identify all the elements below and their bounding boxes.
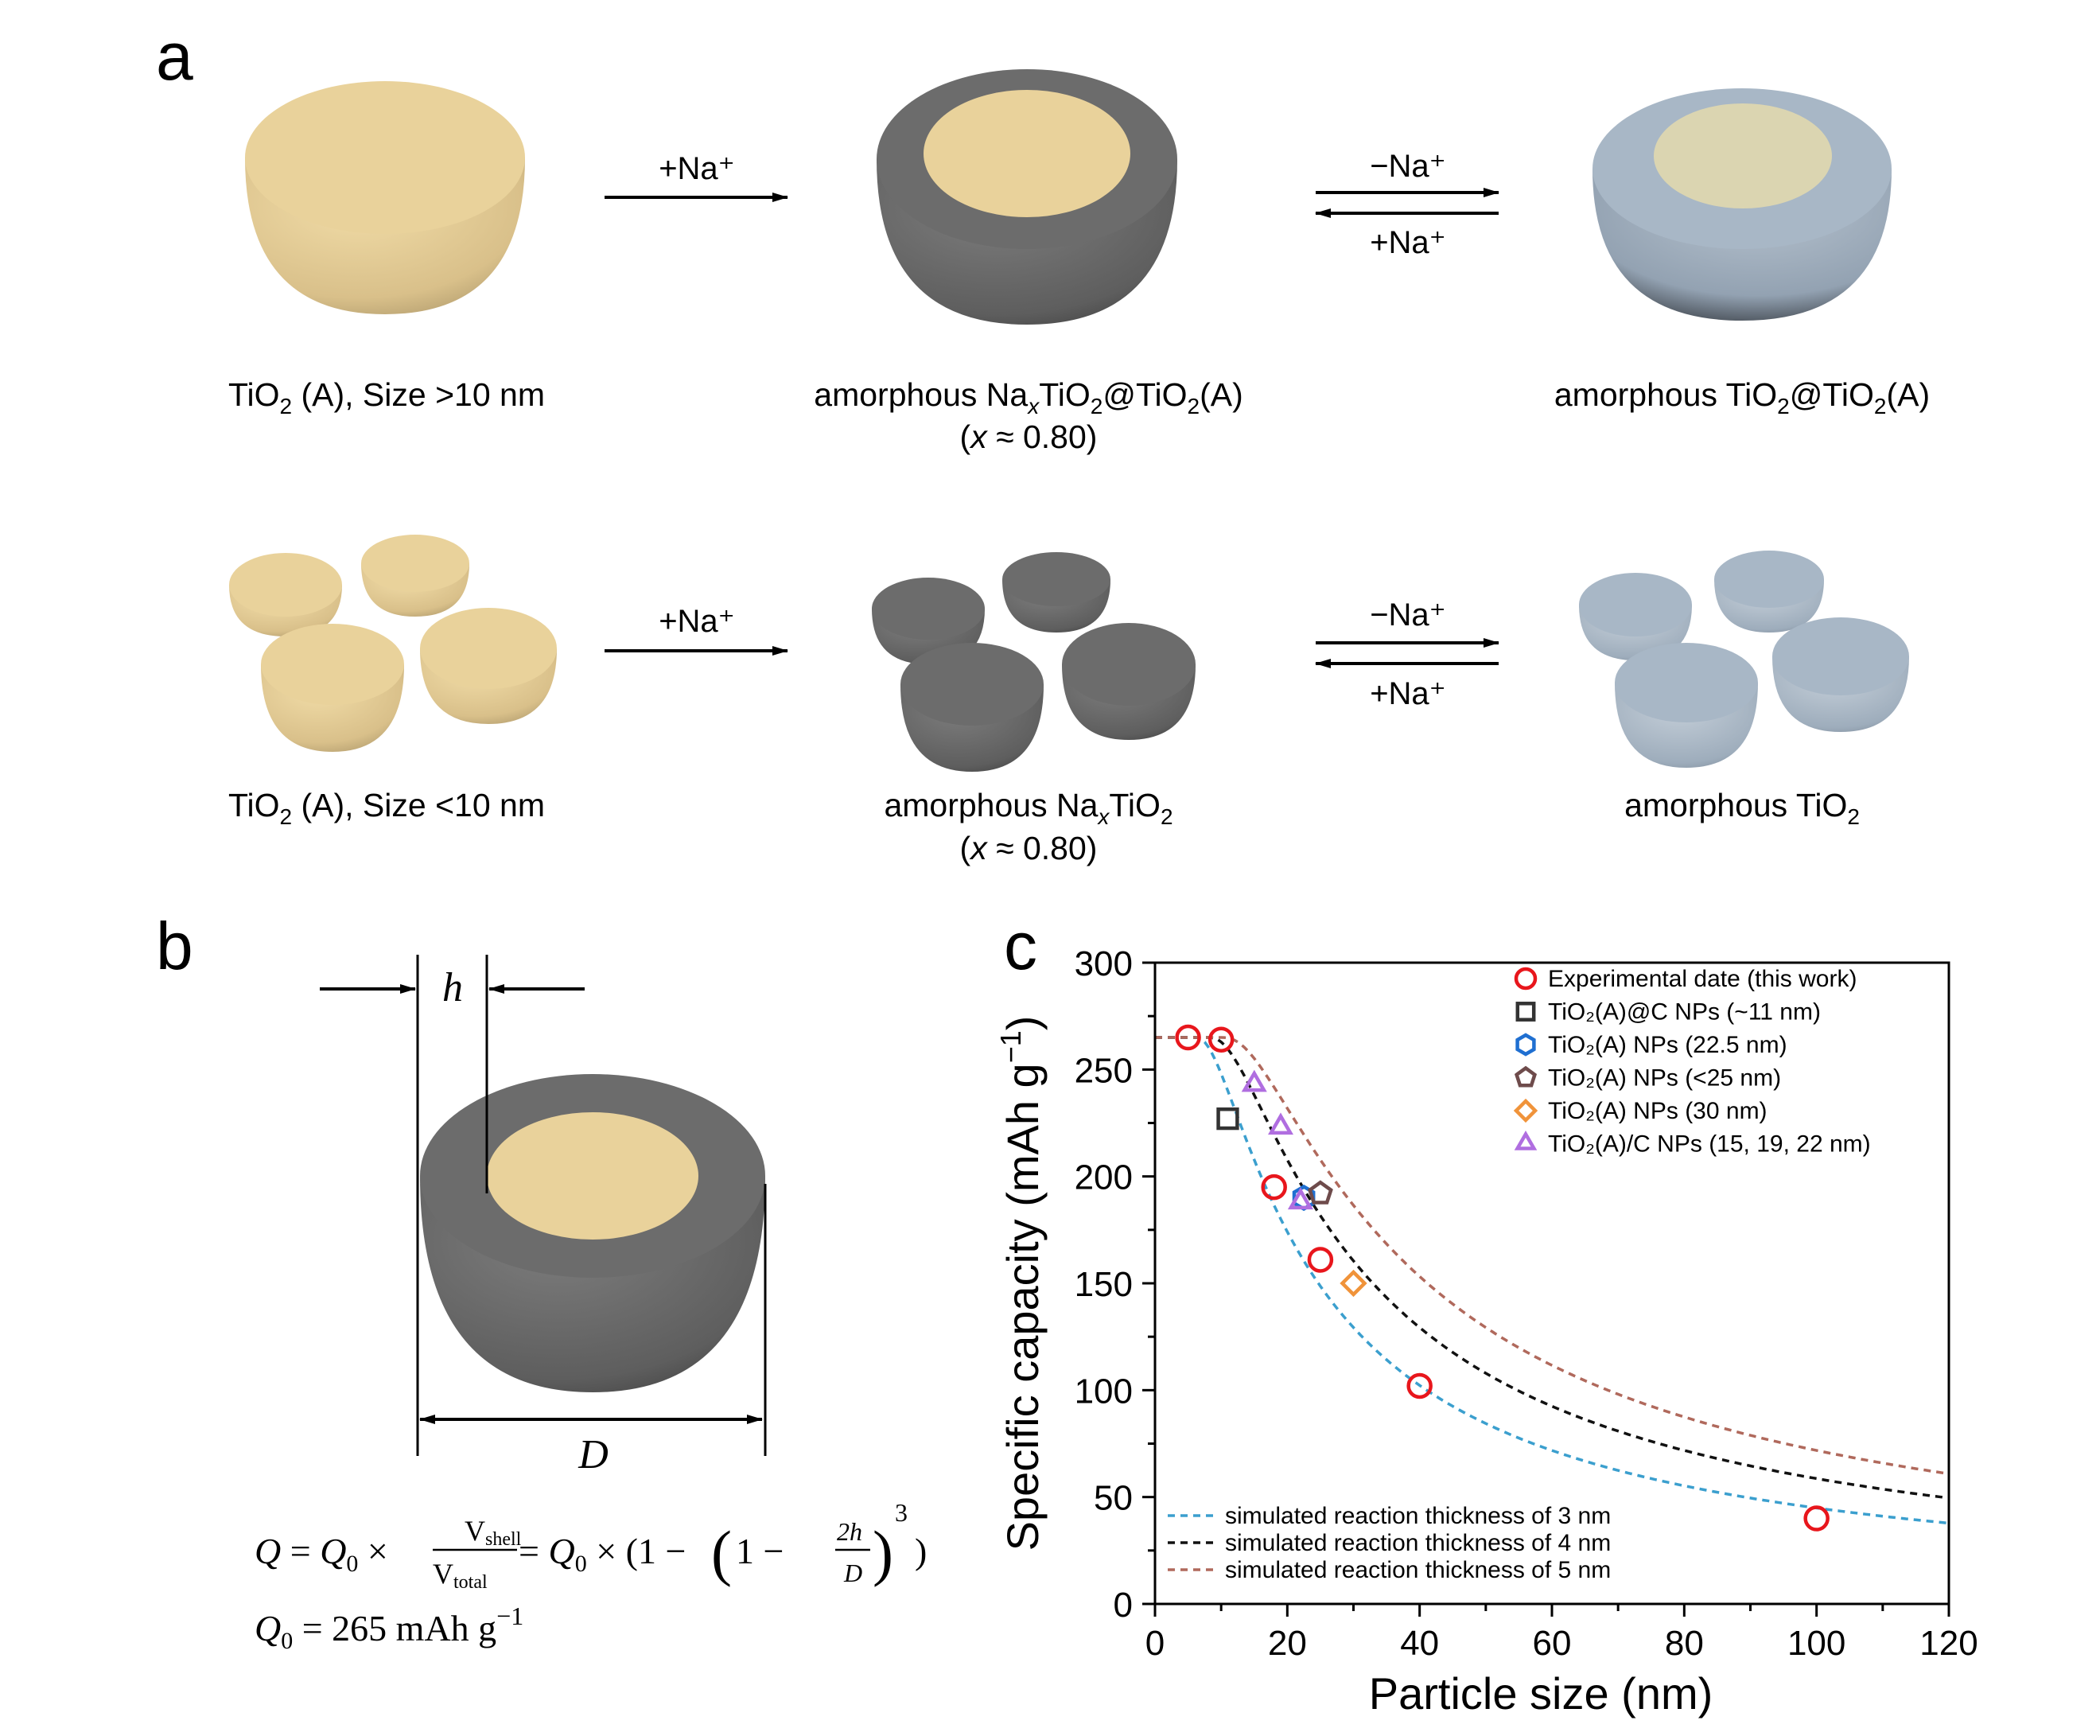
hemisphere-tio2-large: [245, 81, 525, 314]
y-tick-label-150: 150: [1075, 1265, 1133, 1304]
data-point-diamond-0: [1340, 1269, 1367, 1298]
label-amorphous-tio2: amorphous TiO2: [1624, 787, 1860, 829]
arrow-label-plus-na-row1b: +Na⁺: [1370, 225, 1446, 260]
data-point-circle-1: [1208, 1026, 1235, 1053]
legend-curve-label-h3: simulated reaction thickness of 3 nm: [1225, 1503, 1611, 1529]
data-point-circle-0: [1175, 1024, 1201, 1051]
data-point-pentagon-0: [1307, 1180, 1333, 1205]
hemisphere-core-shell-amorphous-tio2: [1592, 88, 1892, 321]
data-point-triangle-1: [1268, 1112, 1293, 1135]
data-point-circle-4: [1406, 1372, 1433, 1399]
legend-marker-triangle: [1514, 1131, 1538, 1150]
x-tick-label-40: 40: [1400, 1624, 1439, 1663]
svg-text:Q = Q0 ×: Q = Q0 ×: [255, 1531, 388, 1577]
legend-label-1: TiO₂(A)@C NPs (~11 nm): [1548, 999, 1821, 1026]
label-x-value-row1: (x ≈ 0.80): [960, 418, 1098, 455]
q0-value-equation: Q0 = 265 mAh g−1: [255, 1602, 523, 1654]
label-amorphous-tio2-at-tio2: amorphous TiO2@TiO2(A): [1554, 376, 1930, 418]
hemisphere-core-shell-schematic: [420, 1074, 765, 1392]
nanoparticles-tio2-small: [229, 535, 557, 752]
legend-top-right: Experimental date (this work) TiO₂(A)@C N…: [1513, 966, 1871, 1158]
arrow-label-minus-na-row1: −Na⁺: [1370, 149, 1446, 184]
data-point-triangle-2: [1287, 1187, 1313, 1210]
legend-label-2: TiO₂(A) NPs (22.5 nm): [1548, 1032, 1787, 1058]
nanoparticles-naxtio2: [872, 552, 1196, 772]
panel-label-b: b: [156, 909, 193, 983]
arrow-label-plus-na-row2b: +Na⁺: [1370, 676, 1446, 711]
legend-simulated-curves: simulated reaction thickness of 3 nmsimu…: [1168, 1503, 1611, 1583]
arrow-label-plus-na-row2: +Na⁺: [659, 604, 735, 639]
panel-label-a: a: [156, 19, 193, 94]
legend-label-0: Experimental date (this work): [1548, 966, 1857, 992]
y-axis-label: Specific capacity (mAh g−1): [994, 1016, 1048, 1551]
arrow-label-plus-na-row1: +Na⁺: [659, 151, 735, 186]
label-tio2-size-large: TiO2 (A), Size >10 nm: [228, 376, 545, 418]
simulated-curve-h5: [1155, 1036, 1950, 1476]
svg-text:3: 3: [895, 1498, 908, 1527]
legend-marker-diamond: [1513, 1098, 1538, 1123]
y-tick-label-200: 200: [1075, 1158, 1133, 1197]
d-label: D: [578, 1432, 609, 1477]
legend-curve-label-h5: simulated reaction thickness of 5 nm: [1225, 1557, 1611, 1583]
y-tick-label-250: 250: [1075, 1051, 1133, 1090]
x-tick-label-100: 100: [1787, 1624, 1845, 1663]
y-tick-label-50: 50: [1094, 1479, 1133, 1518]
svg-text:): ): [915, 1531, 927, 1571]
label-tio2-size-small: TiO2 (A), Size <10 nm: [228, 787, 545, 829]
svg-text:): ): [873, 1518, 893, 1587]
x-axis-label: Particle size (nm): [1369, 1668, 1713, 1718]
y-tick-label-300: 300: [1075, 944, 1133, 983]
svg-text:Vshell: Vshell: [465, 1515, 522, 1550]
arrow-label-minus-na-row2: −Na⁺: [1370, 597, 1446, 633]
legend-marker-square: [1515, 1002, 1536, 1022]
svg-text:= Q0 × (1 −: = Q0 × (1 −: [519, 1531, 686, 1577]
legend-label-3: TiO₂(A) NPs (<25 nm): [1548, 1065, 1781, 1092]
x-tick-label-80: 80: [1665, 1624, 1704, 1663]
y-tick-label-0: 0: [1114, 1586, 1133, 1625]
svg-text:D: D: [843, 1559, 862, 1587]
legend-curve-label-h4: simulated reaction thickness of 4 nm: [1225, 1530, 1611, 1556]
capacity-equation: Q = Q0 × Vshell Vtotal = Q0 × (1 − ( 1 −…: [255, 1498, 927, 1593]
svg-text:(: (: [711, 1518, 732, 1587]
svg-text:1 −: 1 −: [736, 1531, 784, 1571]
nanoparticles-amorphous-tio2: [1579, 551, 1909, 768]
h-label: h: [442, 965, 463, 1010]
label-x-value-row2: (x ≈ 0.80): [960, 830, 1098, 866]
svg-text:Vtotal: Vtotal: [433, 1558, 488, 1593]
chart-capacity-vs-size: 0 20 40 60 80 100 120 0 50 100 150 200 250 300 Partic…: [994, 944, 1978, 1718]
y-tick-label-100: 100: [1075, 1372, 1133, 1411]
x-tick-label-20: 20: [1268, 1624, 1307, 1663]
x-tick-label-0: 0: [1145, 1624, 1165, 1663]
svg-text:2h: 2h: [837, 1517, 862, 1546]
hemisphere-core-shell-naxtio2: [877, 69, 1177, 325]
data-point-square-0: [1216, 1107, 1239, 1131]
legend-label-5: TiO₂(A)/C NPs (15, 19, 22 nm): [1548, 1131, 1871, 1158]
x-tick-label-60: 60: [1533, 1624, 1572, 1663]
data-point-circle-5: [1803, 1505, 1830, 1532]
label-amorphous-naxtio2: amorphous NaxTiO2: [884, 787, 1172, 829]
legend-marker-circle: [1514, 967, 1538, 991]
data-point-triangle-0: [1241, 1069, 1267, 1092]
panel-label-c: c: [1004, 909, 1037, 983]
legend-marker-hexagon: [1515, 1033, 1536, 1057]
legend-label-4: TiO₂(A) NPs (30 nm): [1548, 1098, 1768, 1124]
label-amorphous-naxtio2-at-tio2: amorphous NaxTiO2@TiO2(A): [814, 376, 1242, 418]
legend-marker-pentagon: [1514, 1065, 1538, 1088]
x-tick-label-120: 120: [1919, 1624, 1978, 1663]
data-point-circle-3: [1307, 1247, 1334, 1273]
data-point-circle-2: [1261, 1174, 1287, 1201]
